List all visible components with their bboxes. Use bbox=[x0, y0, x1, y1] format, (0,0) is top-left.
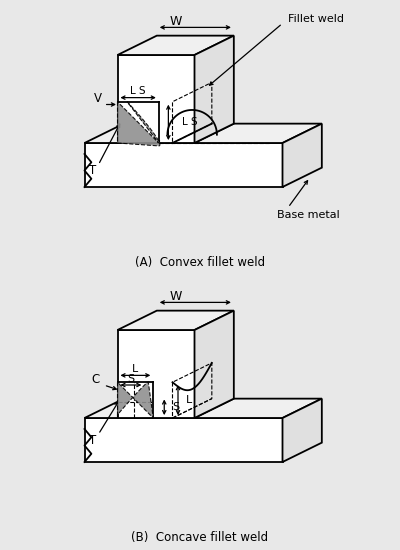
Polygon shape bbox=[118, 55, 194, 143]
Polygon shape bbox=[194, 124, 322, 143]
Polygon shape bbox=[84, 124, 157, 143]
Text: V: V bbox=[94, 92, 102, 106]
Text: Base metal: Base metal bbox=[277, 210, 340, 219]
Polygon shape bbox=[84, 399, 157, 418]
Text: L: L bbox=[186, 395, 192, 405]
Text: W: W bbox=[170, 290, 182, 304]
Polygon shape bbox=[194, 311, 234, 418]
Text: T: T bbox=[89, 433, 96, 447]
Text: C: C bbox=[91, 373, 100, 386]
Polygon shape bbox=[118, 311, 234, 330]
Text: W: W bbox=[170, 15, 182, 29]
Polygon shape bbox=[118, 382, 153, 418]
Text: Fillet weld: Fillet weld bbox=[288, 14, 344, 24]
Text: L S: L S bbox=[182, 117, 198, 128]
Text: S: S bbox=[127, 375, 134, 384]
Polygon shape bbox=[84, 418, 282, 462]
Polygon shape bbox=[194, 36, 234, 143]
Text: (A)  Convex fillet weld: (A) Convex fillet weld bbox=[135, 256, 265, 269]
Text: T: T bbox=[89, 164, 96, 177]
Polygon shape bbox=[118, 330, 194, 418]
Polygon shape bbox=[118, 102, 160, 146]
Polygon shape bbox=[84, 143, 282, 187]
Text: S: S bbox=[172, 402, 180, 412]
Text: L: L bbox=[132, 364, 138, 373]
Polygon shape bbox=[282, 399, 322, 462]
Text: L S: L S bbox=[130, 86, 146, 96]
Text: (B)  Concave fillet weld: (B) Concave fillet weld bbox=[132, 531, 268, 544]
Polygon shape bbox=[118, 36, 234, 55]
Polygon shape bbox=[194, 399, 322, 418]
Polygon shape bbox=[282, 124, 322, 187]
